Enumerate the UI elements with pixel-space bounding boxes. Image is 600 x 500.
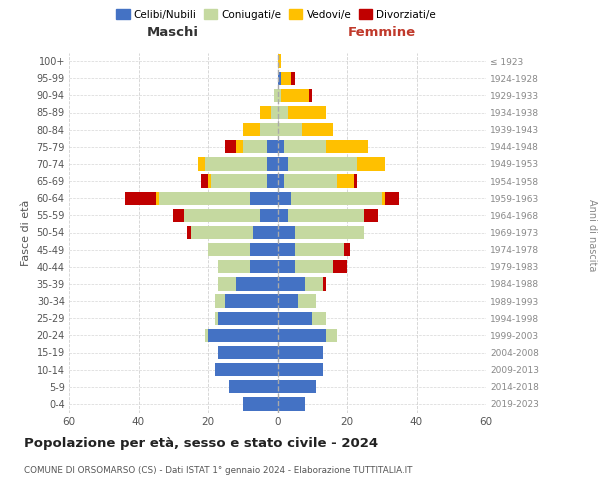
Bar xyxy=(197,157,205,170)
Bar xyxy=(292,72,295,85)
Bar xyxy=(215,312,218,325)
Bar xyxy=(305,277,323,290)
Bar xyxy=(208,174,211,188)
Bar xyxy=(260,123,277,136)
Bar xyxy=(277,243,295,256)
Bar xyxy=(281,72,292,85)
Bar xyxy=(302,123,333,136)
Bar xyxy=(250,192,277,205)
Bar xyxy=(284,140,326,153)
Bar xyxy=(250,260,277,274)
Bar xyxy=(229,380,277,394)
Text: Popolazione per età, sesso e stato civile - 2024: Popolazione per età, sesso e stato civil… xyxy=(24,438,378,450)
Bar xyxy=(205,157,267,170)
Bar xyxy=(218,260,250,274)
Bar xyxy=(277,157,288,170)
Bar xyxy=(277,192,292,205)
Bar xyxy=(277,106,288,119)
Y-axis label: Fasce di età: Fasce di età xyxy=(21,200,31,266)
Bar xyxy=(187,226,191,239)
Bar xyxy=(160,192,250,205)
Bar xyxy=(344,243,350,256)
Bar xyxy=(284,174,337,188)
Bar xyxy=(382,192,385,205)
Bar xyxy=(292,192,382,205)
Bar xyxy=(326,140,368,153)
Bar xyxy=(208,328,277,342)
Bar xyxy=(191,226,253,239)
Bar xyxy=(267,157,277,170)
Bar xyxy=(309,88,312,102)
Bar xyxy=(215,363,277,376)
Bar xyxy=(277,312,312,325)
Bar xyxy=(173,208,184,222)
Bar xyxy=(260,106,271,119)
Bar xyxy=(277,328,326,342)
Bar xyxy=(277,363,323,376)
Legend: Celibi/Nubili, Coniugati/e, Vedovi/e, Divorziati/e: Celibi/Nubili, Coniugati/e, Vedovi/e, Di… xyxy=(112,5,440,24)
Bar xyxy=(277,397,305,410)
Bar xyxy=(277,208,288,222)
Bar xyxy=(333,260,347,274)
Bar xyxy=(312,312,326,325)
Text: Anni di nascita: Anni di nascita xyxy=(587,199,597,271)
Bar xyxy=(323,277,326,290)
Text: Femmine: Femmine xyxy=(347,26,416,39)
Bar xyxy=(277,380,316,394)
Bar xyxy=(277,174,284,188)
Bar xyxy=(201,174,208,188)
Bar xyxy=(226,140,236,153)
Bar xyxy=(260,208,277,222)
Bar xyxy=(277,72,281,85)
Bar xyxy=(298,294,316,308)
Bar xyxy=(277,277,305,290)
Bar xyxy=(125,192,156,205)
Bar xyxy=(295,243,344,256)
Bar xyxy=(277,226,295,239)
Bar xyxy=(236,140,243,153)
Bar xyxy=(253,226,277,239)
Bar xyxy=(277,260,295,274)
Bar xyxy=(277,294,298,308)
Bar xyxy=(277,346,323,359)
Bar xyxy=(277,140,284,153)
Bar xyxy=(288,208,364,222)
Bar xyxy=(277,54,281,68)
Bar xyxy=(277,88,281,102)
Bar xyxy=(288,157,358,170)
Bar xyxy=(218,312,277,325)
Bar xyxy=(267,140,277,153)
Bar xyxy=(205,328,208,342)
Bar xyxy=(184,208,260,222)
Bar xyxy=(218,277,236,290)
Text: Maschi: Maschi xyxy=(147,26,199,39)
Bar xyxy=(226,294,277,308)
Bar xyxy=(354,174,358,188)
Bar xyxy=(243,397,277,410)
Bar xyxy=(156,192,160,205)
Bar xyxy=(358,157,385,170)
Bar xyxy=(271,106,277,119)
Bar xyxy=(243,140,267,153)
Bar xyxy=(215,294,226,308)
Bar xyxy=(295,260,333,274)
Bar xyxy=(218,346,277,359)
Bar xyxy=(288,106,326,119)
Bar xyxy=(364,208,378,222)
Bar xyxy=(208,243,250,256)
Bar xyxy=(243,123,260,136)
Bar xyxy=(267,174,277,188)
Bar xyxy=(281,88,309,102)
Bar xyxy=(236,277,277,290)
Bar xyxy=(337,174,354,188)
Bar xyxy=(250,243,277,256)
Bar xyxy=(277,123,302,136)
Bar xyxy=(385,192,399,205)
Bar xyxy=(211,174,267,188)
Text: COMUNE DI ORSOMARSO (CS) - Dati ISTAT 1° gennaio 2024 - Elaborazione TUTTITALIA.: COMUNE DI ORSOMARSO (CS) - Dati ISTAT 1°… xyxy=(24,466,413,475)
Bar xyxy=(295,226,364,239)
Bar xyxy=(326,328,337,342)
Bar xyxy=(274,88,277,102)
